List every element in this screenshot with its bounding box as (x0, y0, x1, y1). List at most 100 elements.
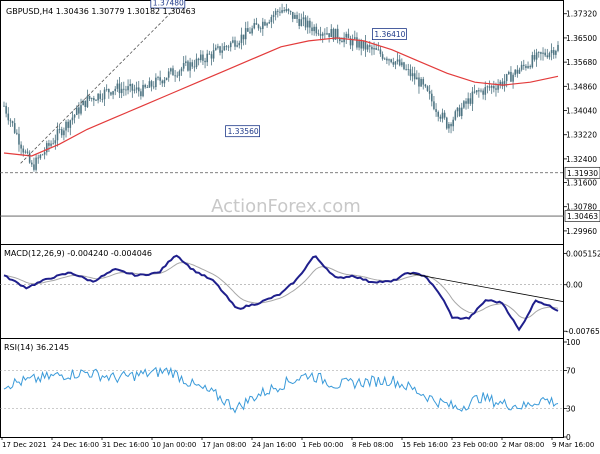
candle-body (3, 105, 5, 107)
x-tick-label: 24 Jan 16:00 (252, 441, 296, 449)
candle-body (281, 10, 283, 13)
candle-body (289, 10, 292, 12)
candle-body (505, 74, 508, 82)
candle-body (490, 86, 493, 88)
candle-body (403, 62, 405, 70)
candle-body (537, 52, 540, 53)
candle-body (161, 80, 164, 84)
candle-body (356, 37, 358, 48)
rsi-line (3, 366, 559, 414)
candle-body (212, 50, 215, 59)
candle-body (413, 73, 416, 80)
chart-frame (0, 0, 564, 438)
candle-body (35, 157, 37, 170)
candle-body (486, 86, 489, 88)
candle-body (174, 75, 176, 77)
macd-pane: 0.005152 0.00 -0.00765 MACD(12,26,9) -0.00… (0, 249, 600, 336)
candle-body (202, 54, 204, 61)
candle-body (73, 114, 76, 118)
candle-body (165, 77, 168, 80)
candle-body (26, 151, 29, 153)
candle-body (210, 54, 213, 59)
candle-body (103, 89, 106, 100)
candle-body (527, 66, 529, 68)
candle-body (208, 53, 211, 55)
rsi-y-tick-label: 0 (566, 433, 571, 442)
candle-body (326, 33, 328, 35)
x-tick-label: 2 Mar 08:00 (502, 441, 544, 449)
candle-body (349, 38, 352, 46)
candle-body (71, 117, 74, 121)
price-level-tag (564, 166, 600, 179)
candle-body (510, 71, 512, 82)
candle-body (463, 101, 465, 108)
candle-body (112, 91, 114, 95)
candle-body (69, 120, 72, 128)
rising-trendline (20, 7, 177, 164)
candle-body (31, 162, 33, 165)
macd-signal-line (3, 262, 559, 319)
candle-body (253, 23, 256, 29)
candle-body (430, 93, 433, 102)
candle-body (185, 61, 187, 64)
candle-body (131, 83, 134, 91)
candle-body (5, 105, 7, 114)
rsi-y-tick-label: 30 (566, 405, 576, 414)
candle-body (443, 112, 446, 118)
x-tick-label: 8 Feb 08:00 (352, 441, 393, 449)
candle-body (167, 71, 170, 78)
candle-body (148, 81, 151, 88)
candle-body (249, 31, 251, 34)
candle-body (9, 120, 12, 122)
x-tick-label: 31 Dec 16:00 (102, 441, 149, 449)
candle-body (204, 60, 206, 63)
candle-body (28, 152, 31, 163)
candle-body (116, 83, 119, 89)
candle-body (279, 11, 281, 13)
candle-body (270, 17, 273, 23)
candle-body (450, 123, 452, 127)
candle-body (426, 86, 429, 91)
candle-body (193, 66, 196, 68)
price-levels: 1.31930 1.30463 (0, 166, 600, 222)
candle-body (478, 90, 480, 92)
candle-body (533, 55, 536, 60)
candle-body (283, 10, 286, 12)
candle-body (95, 100, 97, 102)
candle-body (546, 55, 549, 58)
candle-body (454, 111, 457, 120)
candle-body (199, 54, 202, 61)
candle-body (242, 34, 245, 40)
candle-body (550, 50, 553, 54)
candle-body (475, 90, 478, 93)
candle-body (97, 93, 99, 101)
candle-body (525, 65, 527, 68)
rsi-y-tick-label: 100 (566, 338, 581, 347)
candle-body (482, 90, 484, 95)
candle-body (294, 14, 296, 19)
time-x-axis: 17 Dec 2021 24 Dec 16:00 31 Dec 16:00 10 Ja… (1, 437, 594, 449)
candle-body (41, 154, 44, 156)
macd-y-tick-label: -0.00765 (566, 327, 600, 336)
candle-body (56, 129, 59, 141)
candle-body (439, 116, 442, 119)
candle-body (386, 58, 388, 61)
candle-body (247, 28, 249, 32)
candle-body (7, 113, 10, 121)
price-annotation-label: 1.33560 (228, 127, 259, 136)
price-annotation-box (150, 0, 186, 9)
candle-body (105, 88, 108, 90)
candle-body (390, 59, 392, 63)
candle-body (452, 119, 454, 127)
candle-body (535, 52, 538, 60)
candle-body (88, 95, 91, 99)
candle-body (13, 123, 16, 133)
candle-body (358, 41, 360, 48)
price-y-tick-label: 1.31600 (566, 179, 597, 188)
candle-body (437, 111, 440, 117)
candle-body (343, 37, 345, 43)
macd-y-axis: 0.005152 0.00 -0.00765 (564, 249, 600, 336)
candle-body (225, 46, 228, 47)
price-candles (3, 3, 559, 172)
candle-body (398, 59, 401, 66)
